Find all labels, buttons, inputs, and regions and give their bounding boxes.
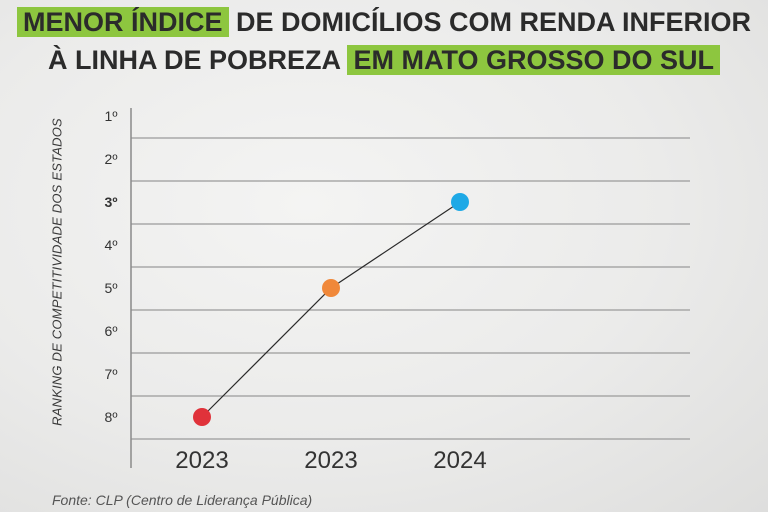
- y-tick-label: 8º: [105, 409, 118, 425]
- x-tick-label: 2023: [304, 447, 357, 474]
- y-tick-label: 1º: [105, 108, 118, 124]
- x-tick-label: 2023: [175, 447, 228, 474]
- y-tick-label: 5º: [105, 280, 118, 296]
- title-text-1: DE DOMICÍLIOS COM RENDA INFERIOR: [228, 7, 752, 37]
- data-point-3: [451, 193, 469, 211]
- data-point-1: [193, 408, 211, 426]
- y-axis-label: RANKING DE COMPETITIVIDADE DOS ESTADOS: [49, 118, 65, 426]
- y-tick-label: 7º: [105, 366, 118, 382]
- y-tick-label: 3º: [105, 194, 118, 210]
- y-tick-label: 4º: [105, 237, 118, 253]
- y-tick-label: 2º: [105, 151, 118, 167]
- source-note: Fonte: CLP (Centro de Liderança Pública): [52, 492, 313, 508]
- chart-title-line-1: MENOR ÍNDICE DE DOMICÍLIOS COM RENDA INF…: [0, 5, 768, 39]
- title-text-2: À LINHA DE POBREZA: [47, 45, 348, 75]
- x-tick-label: 2024: [433, 447, 486, 474]
- chart-title-line-2: À LINHA DE POBREZA EM MATO GROSSO DO SUL: [0, 43, 768, 77]
- y-tick-label: 6º: [105, 323, 118, 339]
- data-point-2: [322, 279, 340, 297]
- title-highlight-1: MENOR ÍNDICE: [16, 7, 229, 37]
- title-highlight-2: EM MATO GROSSO DO SUL: [347, 45, 721, 75]
